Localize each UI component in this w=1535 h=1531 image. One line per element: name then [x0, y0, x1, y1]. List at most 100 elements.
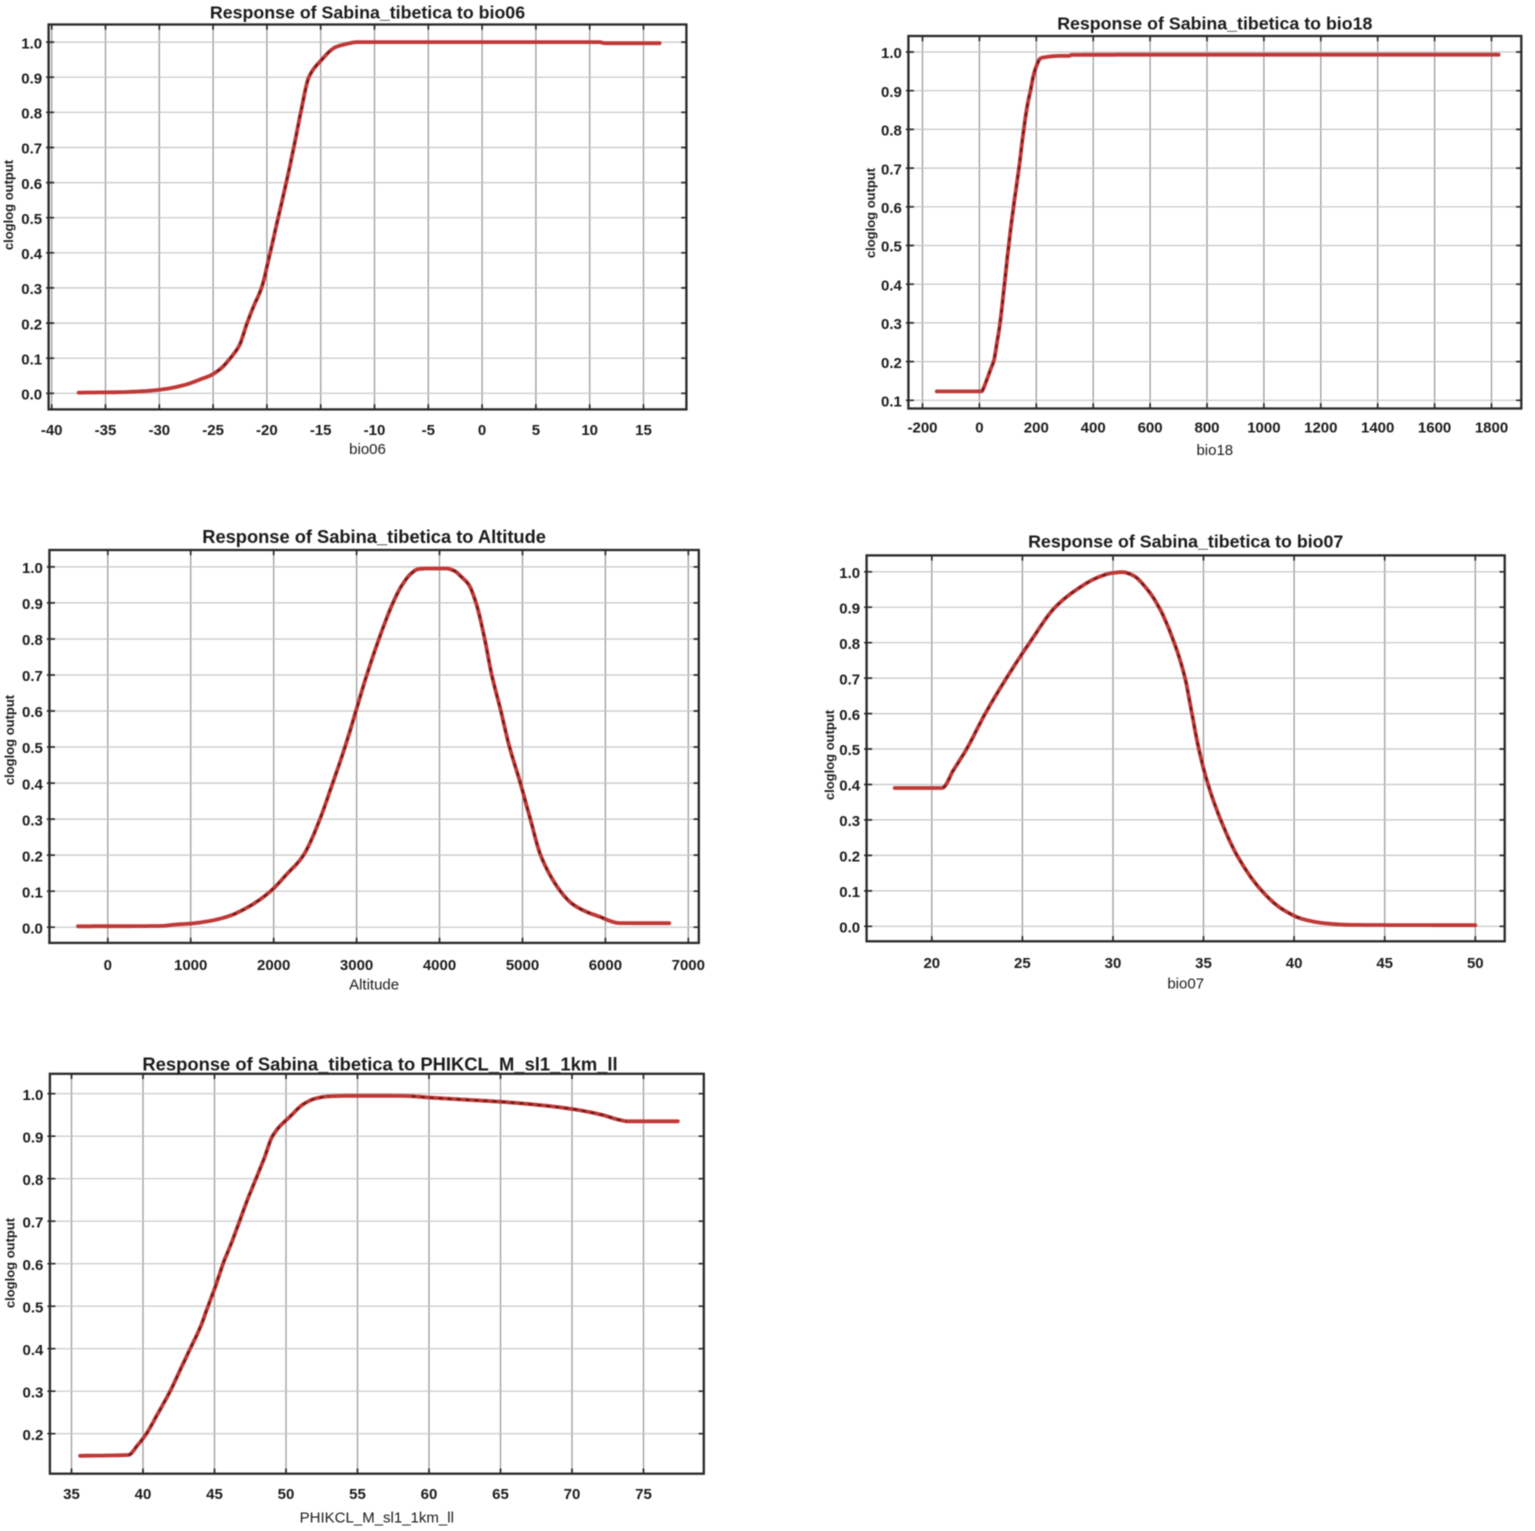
svg-text:0.2: 0.2: [22, 848, 43, 865]
svg-text:0.3: 0.3: [881, 316, 902, 333]
svg-text:4000: 4000: [423, 957, 456, 974]
svg-text:bio07: bio07: [1167, 976, 1204, 993]
svg-text:0.7: 0.7: [22, 668, 43, 685]
svg-text:0.1: 0.1: [881, 394, 902, 411]
svg-text:0.3: 0.3: [21, 281, 42, 298]
svg-text:0.5: 0.5: [23, 1299, 44, 1316]
svg-text:1000: 1000: [174, 957, 207, 974]
svg-text:1.0: 1.0: [21, 35, 42, 52]
svg-text:600: 600: [1138, 420, 1163, 437]
svg-text:0.8: 0.8: [839, 636, 860, 653]
svg-text:Response of Sabina_tibetica to: Response of Sabina_tibetica to bio07: [1028, 532, 1343, 552]
svg-text:0.6: 0.6: [21, 176, 42, 193]
svg-text:0.4: 0.4: [23, 1342, 45, 1359]
svg-text:0: 0: [478, 422, 486, 439]
svg-text:0.9: 0.9: [23, 1129, 44, 1146]
svg-text:75: 75: [635, 1486, 652, 1503]
svg-text:-40: -40: [41, 422, 63, 439]
svg-text:7000: 7000: [672, 957, 705, 974]
svg-text:30: 30: [1105, 955, 1122, 972]
svg-text:60: 60: [421, 1486, 438, 1503]
svg-text:1400: 1400: [1361, 420, 1394, 437]
svg-text:0.0: 0.0: [21, 387, 42, 404]
svg-text:0.2: 0.2: [839, 849, 860, 866]
svg-text:5: 5: [532, 422, 540, 439]
svg-text:2000: 2000: [257, 957, 290, 974]
svg-text:0.4: 0.4: [21, 246, 43, 263]
svg-text:0.1: 0.1: [22, 884, 43, 901]
svg-text:40: 40: [1286, 955, 1303, 972]
svg-text:55: 55: [349, 1486, 366, 1503]
svg-text:0.8: 0.8: [21, 106, 42, 123]
svg-text:1.0: 1.0: [22, 560, 43, 577]
svg-text:0.5: 0.5: [21, 211, 42, 228]
svg-text:10: 10: [581, 422, 598, 439]
svg-text:15: 15: [635, 422, 652, 439]
svg-text:35: 35: [1195, 955, 1212, 972]
svg-text:0.1: 0.1: [21, 351, 42, 368]
svg-text:-5: -5: [422, 422, 435, 439]
svg-text:20: 20: [923, 955, 940, 972]
svg-text:Response of Sabina_tibetica to: Response of Sabina_tibetica to PHIKCL_M_…: [142, 1053, 617, 1074]
svg-text:5000: 5000: [506, 957, 539, 974]
svg-text:-20: -20: [256, 422, 278, 439]
svg-text:0.2: 0.2: [21, 316, 42, 333]
svg-text:-25: -25: [202, 422, 224, 439]
svg-text:Altitude: Altitude: [349, 976, 399, 993]
svg-text:cloglog output: cloglog output: [822, 709, 837, 800]
svg-text:1000: 1000: [1247, 420, 1280, 437]
svg-text:-35: -35: [95, 422, 117, 439]
svg-text:cloglog output: cloglog output: [2, 694, 17, 785]
svg-text:Response of Sabina_tibetica to: Response of Sabina_tibetica to Altitude: [202, 526, 546, 547]
svg-text:35: 35: [63, 1486, 80, 1503]
svg-text:0.4: 0.4: [22, 776, 44, 793]
svg-text:cloglog output: cloglog output: [2, 1217, 17, 1308]
svg-text:PHIKCL_M_sl1_1km_ll: PHIKCL_M_sl1_1km_ll: [300, 1510, 454, 1527]
svg-text:0.9: 0.9: [839, 601, 860, 618]
svg-text:0.7: 0.7: [21, 141, 42, 158]
svg-text:0.8: 0.8: [23, 1172, 44, 1189]
svg-text:0.6: 0.6: [22, 704, 43, 721]
svg-text:50: 50: [1467, 955, 1484, 972]
svg-text:Response of Sabina_tibetica to: Response of Sabina_tibetica to bio06: [210, 3, 525, 23]
svg-text:-15: -15: [310, 422, 332, 439]
svg-text:400: 400: [1081, 420, 1106, 437]
svg-text:800: 800: [1194, 420, 1219, 437]
svg-text:0.8: 0.8: [881, 123, 902, 140]
svg-text:0.2: 0.2: [23, 1427, 44, 1444]
svg-text:bio06: bio06: [349, 441, 386, 458]
svg-text:0.4: 0.4: [839, 778, 861, 795]
svg-text:45: 45: [206, 1486, 223, 1503]
svg-text:0.3: 0.3: [22, 812, 43, 829]
svg-text:0.6: 0.6: [881, 200, 902, 217]
svg-text:0.5: 0.5: [22, 740, 43, 757]
svg-text:0.7: 0.7: [23, 1214, 44, 1231]
svg-text:50: 50: [278, 1486, 295, 1503]
svg-text:1800: 1800: [1475, 420, 1508, 437]
svg-text:1600: 1600: [1418, 420, 1451, 437]
svg-text:0.9: 0.9: [22, 596, 43, 613]
svg-text:70: 70: [564, 1486, 581, 1503]
svg-text:-10: -10: [364, 422, 386, 439]
svg-text:bio18: bio18: [1196, 442, 1233, 459]
svg-text:0.7: 0.7: [881, 161, 902, 178]
svg-text:1.0: 1.0: [23, 1087, 44, 1104]
svg-text:0.7: 0.7: [839, 671, 860, 688]
svg-text:0.0: 0.0: [839, 920, 860, 937]
svg-text:0.5: 0.5: [881, 239, 902, 256]
svg-text:40: 40: [135, 1486, 152, 1503]
svg-text:1200: 1200: [1304, 420, 1337, 437]
svg-text:0.1: 0.1: [839, 884, 860, 901]
svg-text:-30: -30: [148, 422, 170, 439]
svg-text:1.0: 1.0: [839, 565, 860, 582]
svg-text:0: 0: [104, 957, 112, 974]
svg-text:-200: -200: [907, 420, 937, 437]
svg-text:0.6: 0.6: [23, 1257, 44, 1274]
svg-text:cloglog output: cloglog output: [1, 159, 16, 250]
svg-text:6000: 6000: [589, 957, 622, 974]
svg-text:200: 200: [1024, 420, 1049, 437]
svg-text:0.3: 0.3: [23, 1384, 44, 1401]
svg-text:1.0: 1.0: [881, 45, 902, 62]
svg-text:cloglog output: cloglog output: [863, 167, 878, 258]
svg-text:0.6: 0.6: [839, 707, 860, 724]
